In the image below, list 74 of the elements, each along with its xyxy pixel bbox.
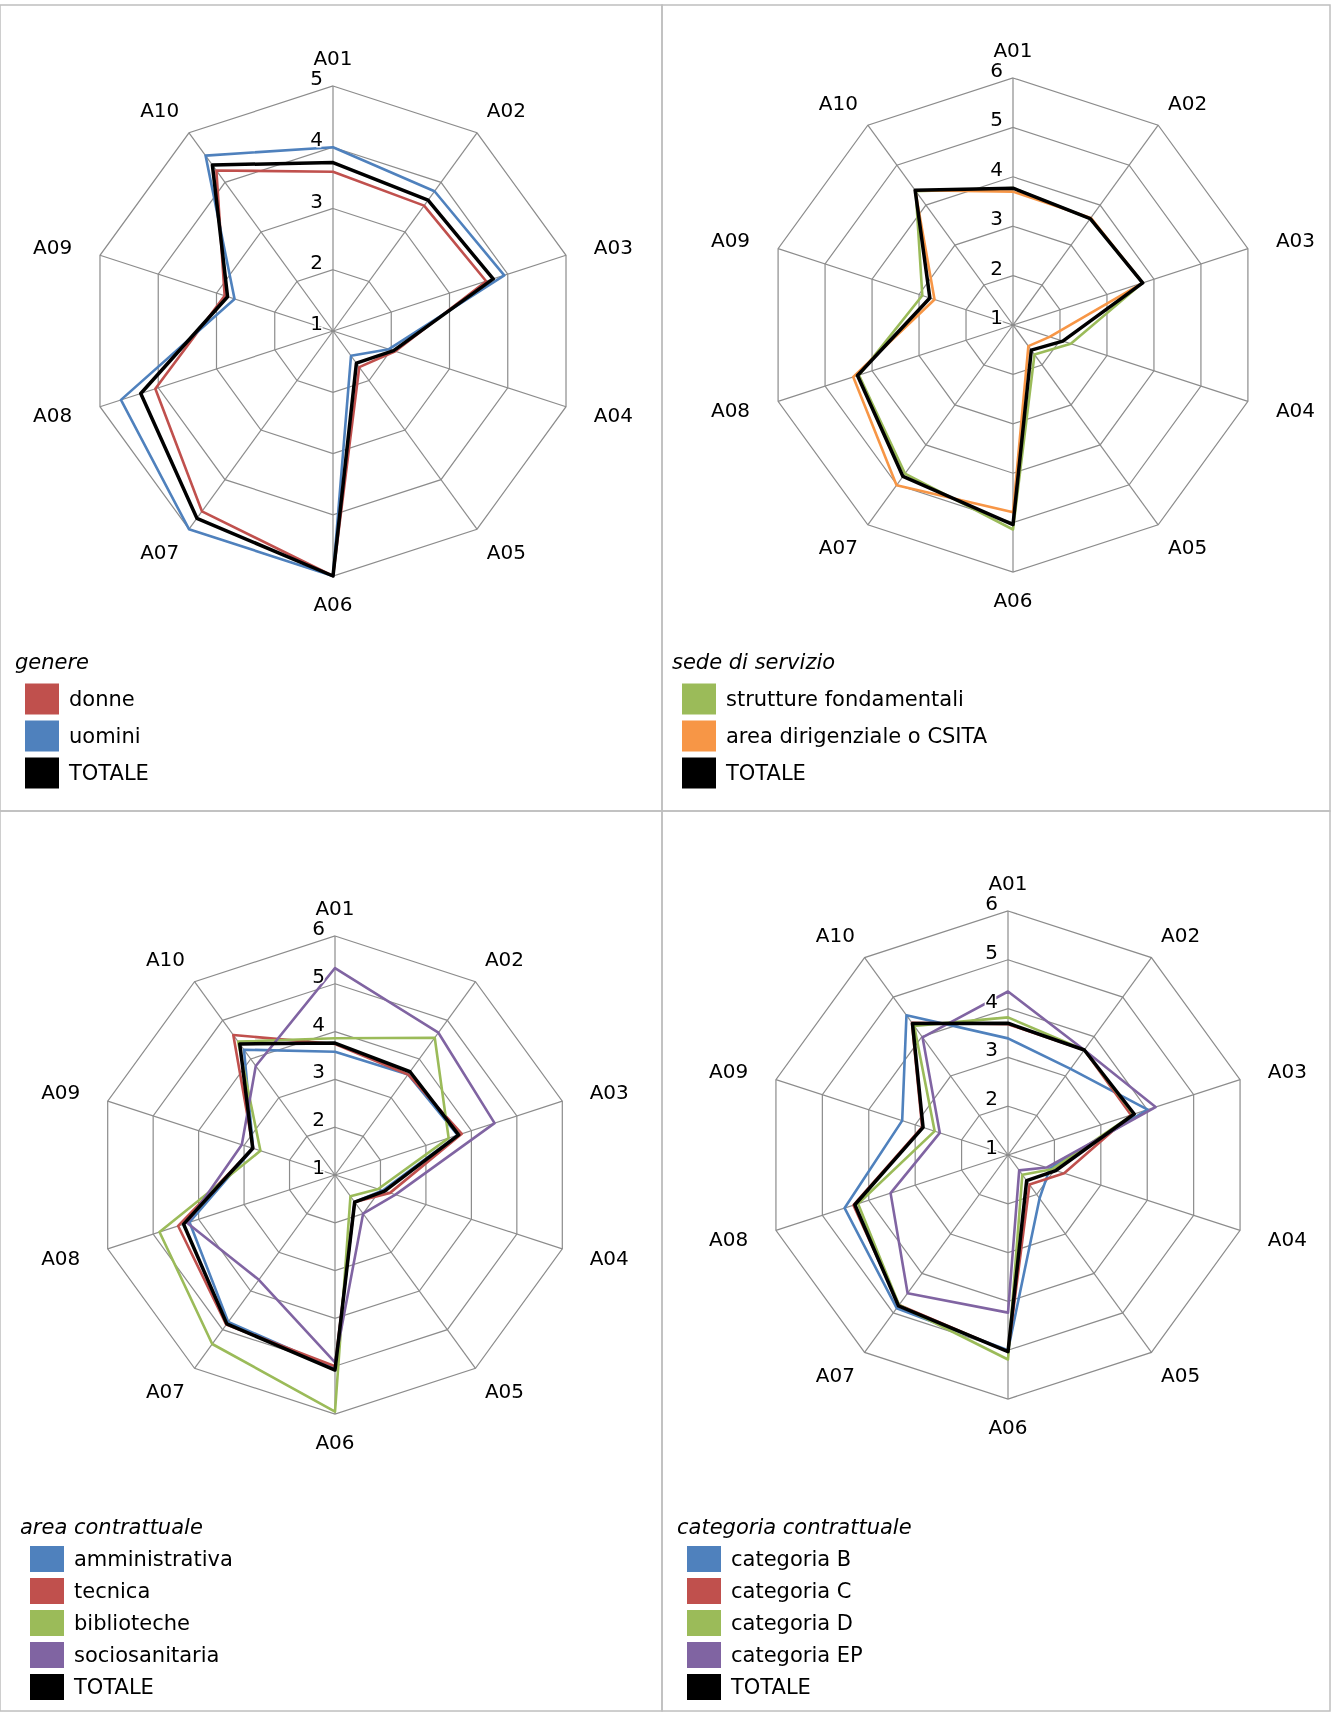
y-tick-label: 1 bbox=[985, 1135, 998, 1159]
spoke-label: A05 bbox=[484, 1379, 525, 1404]
legend-label: tecnica bbox=[74, 1579, 151, 1604]
y-tick-label: 1 bbox=[990, 305, 1003, 329]
spoke-label: A05 bbox=[1161, 1363, 1201, 1388]
spoke-label: A05 bbox=[1168, 535, 1208, 560]
spoke-label: A07 bbox=[815, 1363, 855, 1388]
y-tick-label: 3 bbox=[990, 206, 1003, 231]
legend-title: area contrattuale bbox=[20, 1515, 203, 1540]
y-tick-label: 3 bbox=[310, 188, 323, 213]
spoke-label: A06 bbox=[993, 588, 1033, 612]
y-tick-label: 5 bbox=[312, 963, 325, 988]
spoke-label: A08 bbox=[33, 403, 73, 428]
spoke-label: A09 bbox=[709, 1058, 749, 1083]
legend-label: TOTALE bbox=[68, 761, 149, 786]
spoke-label: A02 bbox=[484, 946, 525, 971]
spoke-label: A05 bbox=[486, 539, 526, 564]
spoke-label: A10 bbox=[815, 922, 855, 947]
legend-label: categoria D bbox=[731, 1611, 853, 1636]
legend-label: strutture fondamentali bbox=[726, 687, 964, 712]
legend-label: area dirigenziale o CSITA bbox=[726, 724, 988, 749]
y-tick-label: 1 bbox=[312, 1155, 325, 1179]
legend-title: genere bbox=[15, 650, 90, 675]
spoke-label: A02 bbox=[486, 98, 526, 123]
y-tick-label: 2 bbox=[312, 1107, 325, 1132]
spoke-label: A09 bbox=[33, 234, 73, 259]
spoke-label: A09 bbox=[41, 1080, 81, 1105]
spoke-label: A07 bbox=[145, 1379, 186, 1404]
legend-title: sede di servizio bbox=[672, 650, 836, 675]
spoke-label: A10 bbox=[818, 90, 858, 115]
legend-label: categoria EP bbox=[731, 1643, 863, 1668]
y-tick-label: 2 bbox=[990, 255, 1003, 280]
spoke-label: A07 bbox=[140, 539, 180, 564]
y-tick-label: 3 bbox=[985, 1037, 998, 1062]
legend-label: TOTALE bbox=[730, 1675, 811, 1700]
spoke-label: A08 bbox=[710, 397, 751, 422]
spoke-label: A06 bbox=[988, 1415, 1028, 1439]
spoke-label: A03 bbox=[589, 1080, 629, 1105]
spoke-label: A08 bbox=[41, 1245, 81, 1270]
spoke-label: A04 bbox=[589, 1245, 629, 1270]
spoke-label: A08 bbox=[709, 1227, 749, 1252]
spoke-label: A10 bbox=[140, 98, 180, 123]
spoke-label: A03 bbox=[1275, 228, 1316, 253]
spoke-label: A07 bbox=[818, 535, 858, 560]
legend-title: categoria contrattuale bbox=[677, 1515, 912, 1540]
y-tick-label: 4 bbox=[990, 156, 1003, 181]
legend-label: TOTALE bbox=[73, 1675, 154, 1700]
y-tick-label: 5 bbox=[985, 939, 998, 964]
spoke-label: A06 bbox=[313, 592, 353, 616]
y-tick-label: 2 bbox=[985, 1086, 998, 1111]
spoke-label: A06 bbox=[315, 1430, 355, 1454]
legend-label: amministrativa bbox=[74, 1547, 233, 1572]
spoke-label: A04 bbox=[1275, 397, 1316, 422]
legend-label: biblioteche bbox=[74, 1611, 190, 1636]
y-tick-label: 4 bbox=[312, 1011, 325, 1036]
y-tick-label: 2 bbox=[310, 249, 323, 274]
spoke-label: A03 bbox=[593, 234, 633, 259]
legend-label: sociosanitaria bbox=[74, 1643, 220, 1668]
legend-label: TOTALE bbox=[725, 761, 806, 786]
spoke-label: A04 bbox=[1267, 1227, 1307, 1252]
y-tick-label: 4 bbox=[310, 127, 323, 152]
spoke-label: A10 bbox=[145, 946, 186, 971]
spoke-label: A04 bbox=[593, 403, 633, 428]
spoke-label: A02 bbox=[1161, 922, 1201, 947]
y-tick-label: 3 bbox=[312, 1059, 325, 1084]
y-tick-label: 5 bbox=[990, 107, 1003, 132]
legend-label: categoria B bbox=[731, 1547, 852, 1572]
spoke-label: A03 bbox=[1267, 1058, 1307, 1083]
legend-label: donne bbox=[69, 687, 135, 712]
legend-label: categoria C bbox=[731, 1579, 852, 1604]
y-tick-label: 1 bbox=[310, 311, 323, 335]
legend-label: uomini bbox=[69, 724, 141, 749]
spoke-label: A09 bbox=[710, 228, 751, 253]
spoke-label: A02 bbox=[1168, 90, 1208, 115]
